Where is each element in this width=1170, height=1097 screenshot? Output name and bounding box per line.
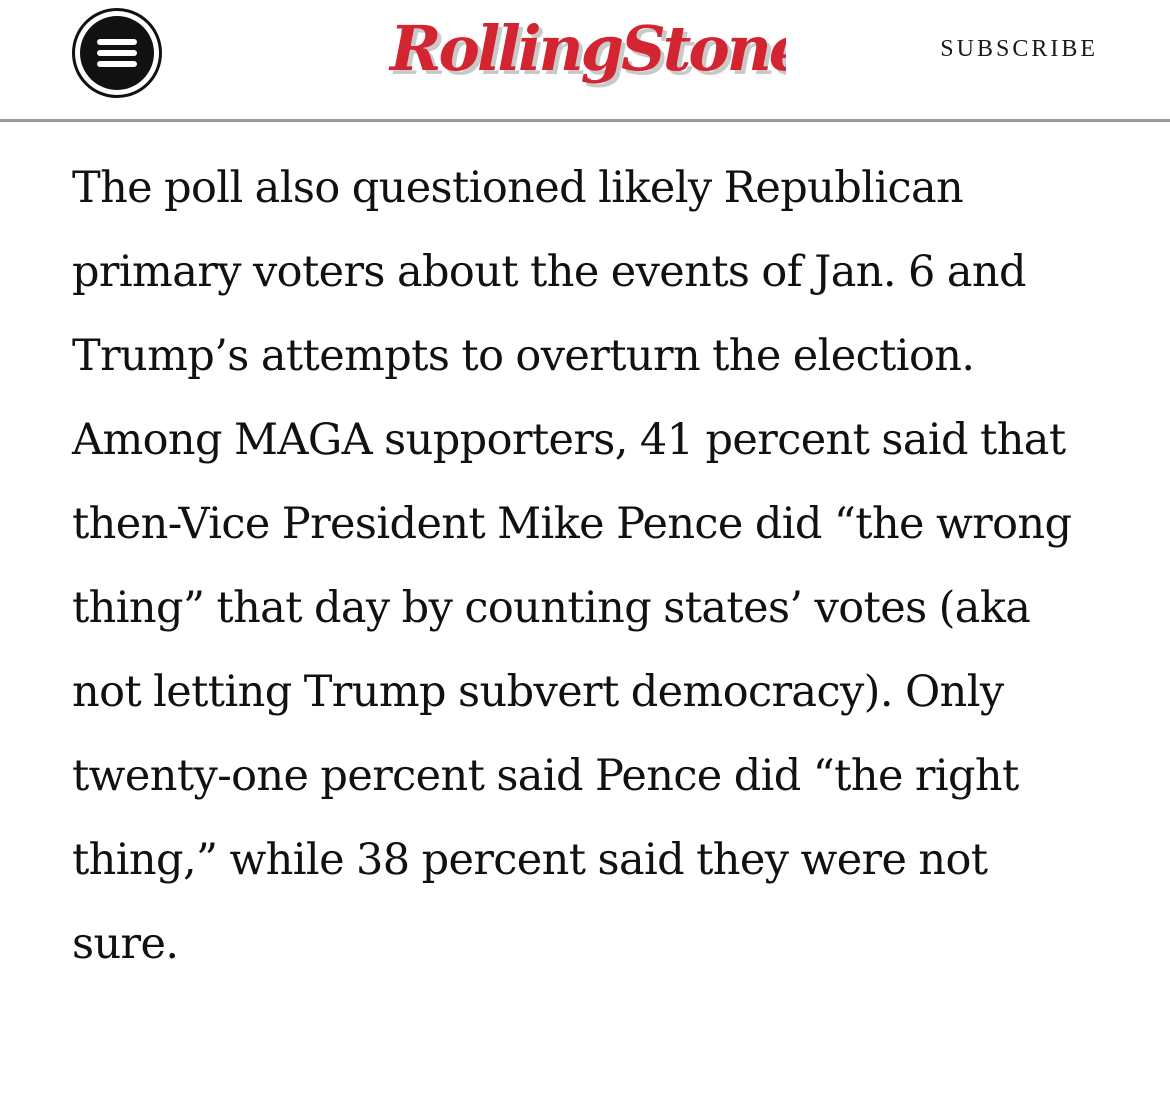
- menu-button[interactable]: [72, 8, 162, 98]
- site-header: RollingStone RollingStone SUBSCRIBE: [0, 0, 1170, 122]
- logo-text: RollingStone: [388, 12, 786, 85]
- article-paragraph: The poll also questioned likely Republic…: [72, 163, 1072, 969]
- hamburger-menu-icon: [80, 16, 154, 90]
- logo-shadow-text: RollingStone: [392, 16, 786, 89]
- rolling-stone-logo[interactable]: RollingStone RollingStone: [386, 6, 786, 96]
- subscribe-link[interactable]: SUBSCRIBE: [940, 36, 1098, 62]
